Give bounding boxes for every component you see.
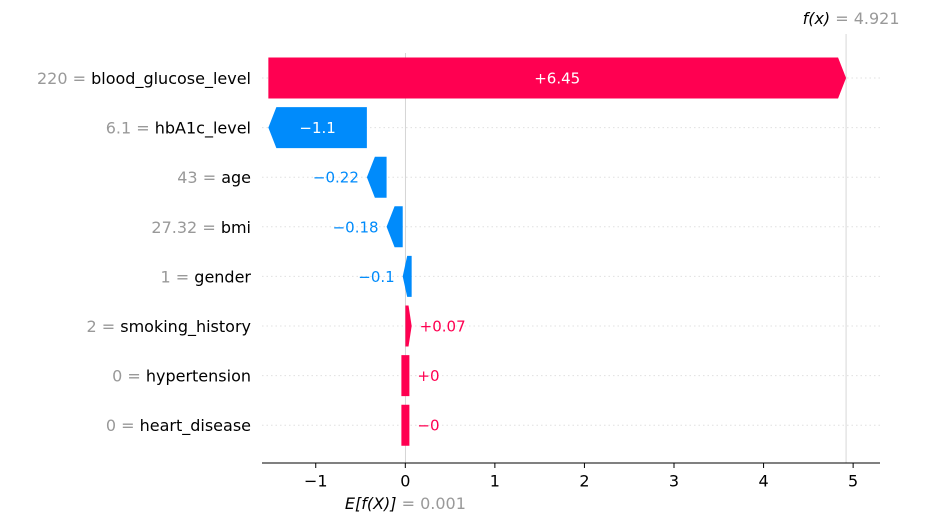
feature-value: 220 bbox=[37, 69, 68, 88]
equals-sign: = bbox=[197, 217, 221, 236]
bar-bmi bbox=[386, 206, 403, 248]
output-value-annotation: f(x) = 4.921 bbox=[803, 9, 900, 28]
bar-label-blood_glucose_level: +6.45 bbox=[534, 70, 580, 88]
feature-label-blood_glucose_level: 220 = blood_glucose_level bbox=[37, 69, 251, 89]
equals-sign: = bbox=[171, 267, 195, 286]
bar-label-smoking_history: +0.07 bbox=[420, 318, 466, 336]
bar-hbA1c_level bbox=[268, 107, 367, 149]
bar-label-hypertension: +0 bbox=[417, 367, 439, 385]
axis-layer: −1 0 1 2 3 4 5 E[f(X)] = 0.001 f(x) = 4.921 bbox=[262, 9, 900, 513]
bar-blood_glucose_level bbox=[268, 57, 847, 99]
feature-label-bmi: 27.32 = bmi bbox=[151, 217, 251, 236]
feature-value: 0 bbox=[106, 416, 116, 435]
equals-sign: = bbox=[97, 317, 121, 336]
x-tick-label: 5 bbox=[848, 472, 858, 491]
bar-layer bbox=[268, 57, 847, 446]
equals-sign: = bbox=[122, 366, 146, 385]
feature-name: bmi bbox=[221, 217, 251, 236]
feature-label-heart_disease: 0 = heart_disease bbox=[106, 416, 251, 436]
feature-name: age bbox=[221, 168, 251, 187]
feature-name: hypertension bbox=[146, 366, 251, 385]
feature-label-hbA1c_level: 6.1 = hbA1c_level bbox=[106, 118, 251, 138]
bar-label-hbA1c_level: −1.1 bbox=[299, 119, 335, 137]
base-value-label: E[f(X)] bbox=[345, 494, 397, 513]
x-tick-label: 1 bbox=[490, 472, 500, 491]
feature-name: smoking_history bbox=[120, 317, 251, 337]
feature-name: hbA1c_level bbox=[155, 118, 251, 138]
x-tick-label: 2 bbox=[579, 472, 589, 491]
feature-value: 2 bbox=[86, 317, 96, 336]
x-tick-label: 3 bbox=[669, 472, 679, 491]
feature-label-gender: 1 = gender bbox=[161, 267, 252, 286]
equals-sign: = bbox=[198, 168, 222, 187]
output-value-label: f(x) bbox=[803, 9, 831, 28]
feature-name: gender bbox=[194, 267, 251, 286]
x-tick-label: 4 bbox=[758, 472, 768, 491]
x-tick-label: 0 bbox=[400, 472, 410, 491]
feature-name: blood_glucose_level bbox=[91, 69, 251, 89]
feature-value: 0 bbox=[112, 366, 122, 385]
bar-heart_disease bbox=[401, 404, 410, 446]
feature-label-hypertension: 0 = hypertension bbox=[112, 366, 251, 385]
bar-hypertension bbox=[401, 355, 410, 397]
base-value-annotation: E[f(X)] = 0.001 bbox=[345, 494, 466, 513]
equals-sign: = bbox=[116, 416, 140, 435]
equals-sign: = bbox=[68, 69, 92, 88]
feature-label-age: 43 = age bbox=[177, 168, 251, 187]
bar-label-heart_disease: −0 bbox=[417, 417, 439, 435]
x-tick-label: −1 bbox=[304, 472, 328, 491]
bar-age bbox=[366, 156, 387, 198]
bar-smoking_history bbox=[405, 305, 412, 347]
feature-value: 1 bbox=[161, 267, 171, 286]
equals-sign: = bbox=[397, 494, 421, 513]
bar-label-age: −0.22 bbox=[313, 169, 359, 187]
base-value: 0.001 bbox=[420, 494, 466, 513]
feature-value: 27.32 bbox=[151, 217, 197, 236]
feature-label-smoking_history: 2 = smoking_history bbox=[86, 317, 251, 337]
output-value: 4.921 bbox=[854, 9, 900, 28]
bar-label-bmi: −0.18 bbox=[333, 218, 379, 236]
equals-sign: = bbox=[131, 118, 155, 137]
feature-name: heart_disease bbox=[140, 416, 251, 436]
bar-label-gender: −0.1 bbox=[358, 268, 394, 286]
label-layer: +6.45 220 = blood_glucose_level −1.1 6.1 = … bbox=[37, 69, 580, 436]
feature-value: 43 bbox=[177, 168, 197, 187]
bar-gender bbox=[402, 255, 412, 297]
equals-sign: = bbox=[830, 9, 854, 28]
feature-value: 6.1 bbox=[106, 118, 131, 137]
